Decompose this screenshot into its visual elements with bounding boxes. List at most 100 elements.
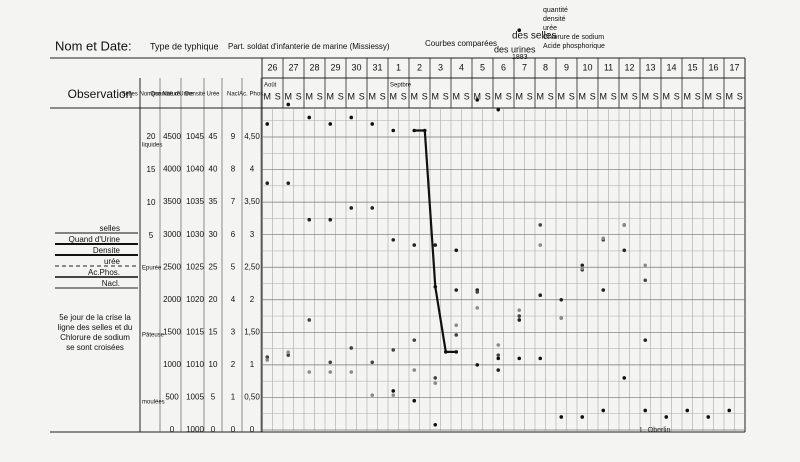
point: [286, 102, 291, 107]
point: [454, 350, 459, 354]
y-tick-label: 10: [147, 198, 156, 207]
point: [349, 206, 354, 210]
y-tick-label: 2000: [163, 295, 181, 304]
day-label: 8: [543, 62, 548, 72]
point: [265, 358, 270, 362]
point: [433, 243, 438, 247]
point: [559, 297, 564, 302]
half-label: M: [432, 91, 440, 101]
half-label: S: [443, 91, 449, 101]
point: [517, 356, 522, 361]
selles-nature: moulées: [142, 400, 165, 406]
axis-title: Densité: [185, 92, 206, 98]
day-label: 17: [729, 62, 739, 72]
half-label: S: [590, 91, 596, 101]
day-label: 26: [267, 62, 277, 72]
half-label: M: [306, 91, 314, 101]
legend-label: urée: [104, 257, 121, 266]
y-tick-label: 6: [231, 230, 236, 239]
point: [643, 338, 648, 342]
day-label: 4: [459, 62, 464, 72]
day-label: 10: [582, 62, 592, 72]
point: [475, 290, 480, 294]
point: [496, 356, 501, 361]
point: [601, 288, 606, 292]
patient: Part. soldat d'infanterie de marine (Mis…: [228, 42, 390, 51]
point: [685, 408, 690, 413]
point: [643, 278, 648, 283]
point: [601, 408, 606, 413]
y-tick-label: 1500: [163, 327, 181, 336]
y-tick-label: 0,50: [244, 393, 260, 402]
y-tick-label: 25: [209, 262, 218, 271]
y-tick-label: 0: [170, 425, 175, 434]
half-label: M: [348, 91, 356, 101]
point: [286, 353, 291, 357]
point: [601, 236, 606, 241]
point: [443, 350, 448, 354]
y-tick-label: 5: [211, 393, 216, 402]
point: [727, 408, 732, 413]
y-tick-label: 30: [209, 230, 218, 239]
point: [412, 398, 417, 403]
half-label: M: [579, 91, 587, 101]
point: [370, 122, 375, 126]
half-label: S: [716, 91, 722, 101]
point: [475, 306, 480, 310]
half-label: M: [621, 91, 629, 101]
y-tick-label: 1005: [186, 393, 204, 402]
chart-title: Nom et Date:: [55, 38, 132, 53]
half-label: S: [569, 91, 575, 101]
half-label: S: [296, 91, 302, 101]
point: [517, 318, 522, 322]
y-tick-label: 15: [209, 327, 218, 336]
y-tick-label: 500: [165, 393, 179, 402]
half-label: S: [338, 91, 344, 101]
point: [517, 314, 522, 318]
y-tick-label: 1040: [186, 165, 204, 174]
y-tick-label: 1: [250, 360, 255, 369]
row-label: Observation: [68, 87, 133, 101]
day-label: 30: [351, 62, 361, 72]
day-label: 2: [417, 62, 422, 72]
point: [622, 248, 627, 253]
point: [454, 288, 459, 292]
point: [391, 128, 396, 133]
y-tick-label: 35: [209, 197, 218, 206]
point: [349, 370, 354, 374]
y-tick-label: 1: [231, 393, 236, 402]
legend-label: selles: [100, 224, 120, 233]
urine-list-item: Acide phosphorique: [543, 43, 605, 50]
y-tick-label: 0: [250, 425, 255, 434]
axis-title: Selles Nombre Nature: [121, 92, 181, 98]
y-tick-label: 1,50: [244, 327, 260, 336]
day-label: 7: [522, 62, 527, 72]
y-tick-label: 3: [250, 230, 255, 239]
crisis-note: ligne des selles et du: [58, 323, 133, 332]
y-tick-label: 3,50: [244, 197, 260, 206]
point: [559, 415, 564, 419]
y-tick-label: 4,50: [244, 132, 260, 141]
y-tick-label: 2500: [163, 262, 181, 271]
point: [496, 107, 501, 112]
crisis-note: se sont croisées: [66, 343, 124, 352]
subtitle: Type de typhique: [150, 41, 219, 51]
y-tick-label: 1045: [186, 132, 204, 141]
legend-label: Quand d'Urine: [69, 235, 121, 244]
urine-list-item: densité: [543, 16, 566, 23]
point: [433, 422, 438, 427]
y-tick-label: 4500: [163, 132, 181, 141]
point: [622, 376, 627, 380]
half-label: M: [453, 91, 461, 101]
urine-list-item: Chlorure de sodium: [543, 34, 604, 41]
point: [517, 28, 522, 33]
point: [496, 368, 501, 372]
point: [580, 263, 585, 268]
point: [328, 217, 333, 222]
point: [412, 368, 417, 372]
y-tick-label: 9: [231, 132, 236, 141]
point: [307, 115, 312, 120]
half-label: M: [327, 91, 335, 101]
half-label: S: [737, 91, 743, 101]
day-label: 5: [480, 62, 485, 72]
